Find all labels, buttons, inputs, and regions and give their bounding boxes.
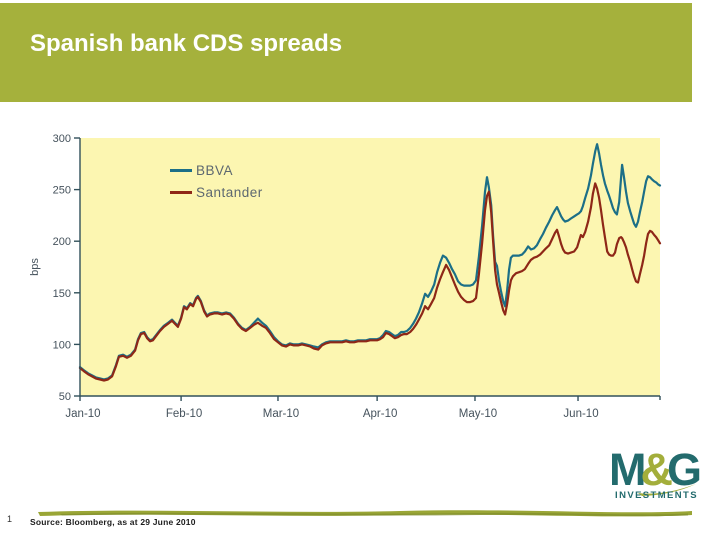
logo-subtitle: INVESTMENTS: [615, 490, 698, 501]
ampersand-swoosh-icon: [638, 484, 696, 496]
logo-letter-g: G: [666, 444, 702, 495]
x-tick-label: Mar-10: [263, 408, 299, 420]
series-line-santander: [78, 182, 662, 382]
mandg-investments-logo: M&G INVESTMENTS: [598, 447, 702, 504]
legend-label-santander: Santander: [196, 184, 263, 200]
x-tick-label: Apr-10: [363, 408, 398, 420]
y-tick-label: 250: [53, 185, 71, 197]
logo-letter-m: M: [608, 444, 646, 495]
y-axis-title: bps: [29, 258, 41, 276]
y-tick-label: 150: [53, 288, 71, 300]
brushstroke-texture: [60, 512, 688, 517]
x-tick-label: Feb-10: [166, 408, 202, 420]
source-note: Source: Bloomberg, as at 29 June 2010: [30, 517, 196, 527]
y-tick-label: 50: [59, 391, 71, 403]
legend-label-bbva: BBVA: [196, 162, 234, 178]
bbva-line-swatch: [170, 168, 192, 172]
y-tick-label: 100: [53, 339, 71, 351]
logo-ampersand: &: [640, 444, 672, 495]
swoosh-shape: [638, 484, 696, 496]
santander-line-swatch: [170, 190, 192, 194]
slide-number: 1: [7, 514, 13, 524]
y-tick-label: 300: [53, 133, 71, 145]
y-tick-label: 200: [53, 236, 71, 248]
legend-item-bbva: BBVA: [170, 159, 263, 181]
x-tick-label: May-10: [459, 408, 497, 420]
mandg-wordmark: M&G: [609, 447, 702, 492]
cds-spread-chart: 300 250 200 150 100 50 Jan-10 Feb-10 Mar-10 Apr-1…: [29, 133, 662, 420]
page-title: Spanish bank CDS spreads: [30, 30, 343, 57]
plot-area: [80, 138, 660, 396]
title-banner: Spanish bank CDS spreads: [0, 3, 692, 102]
x-tick-label: Jan-10: [65, 408, 100, 420]
chart-legend: BBVA Santander: [170, 159, 263, 203]
x-tick-label: Jun-10: [563, 408, 598, 420]
brushstroke-divider: [38, 510, 692, 517]
legend-item-santander: Santander: [170, 181, 263, 203]
